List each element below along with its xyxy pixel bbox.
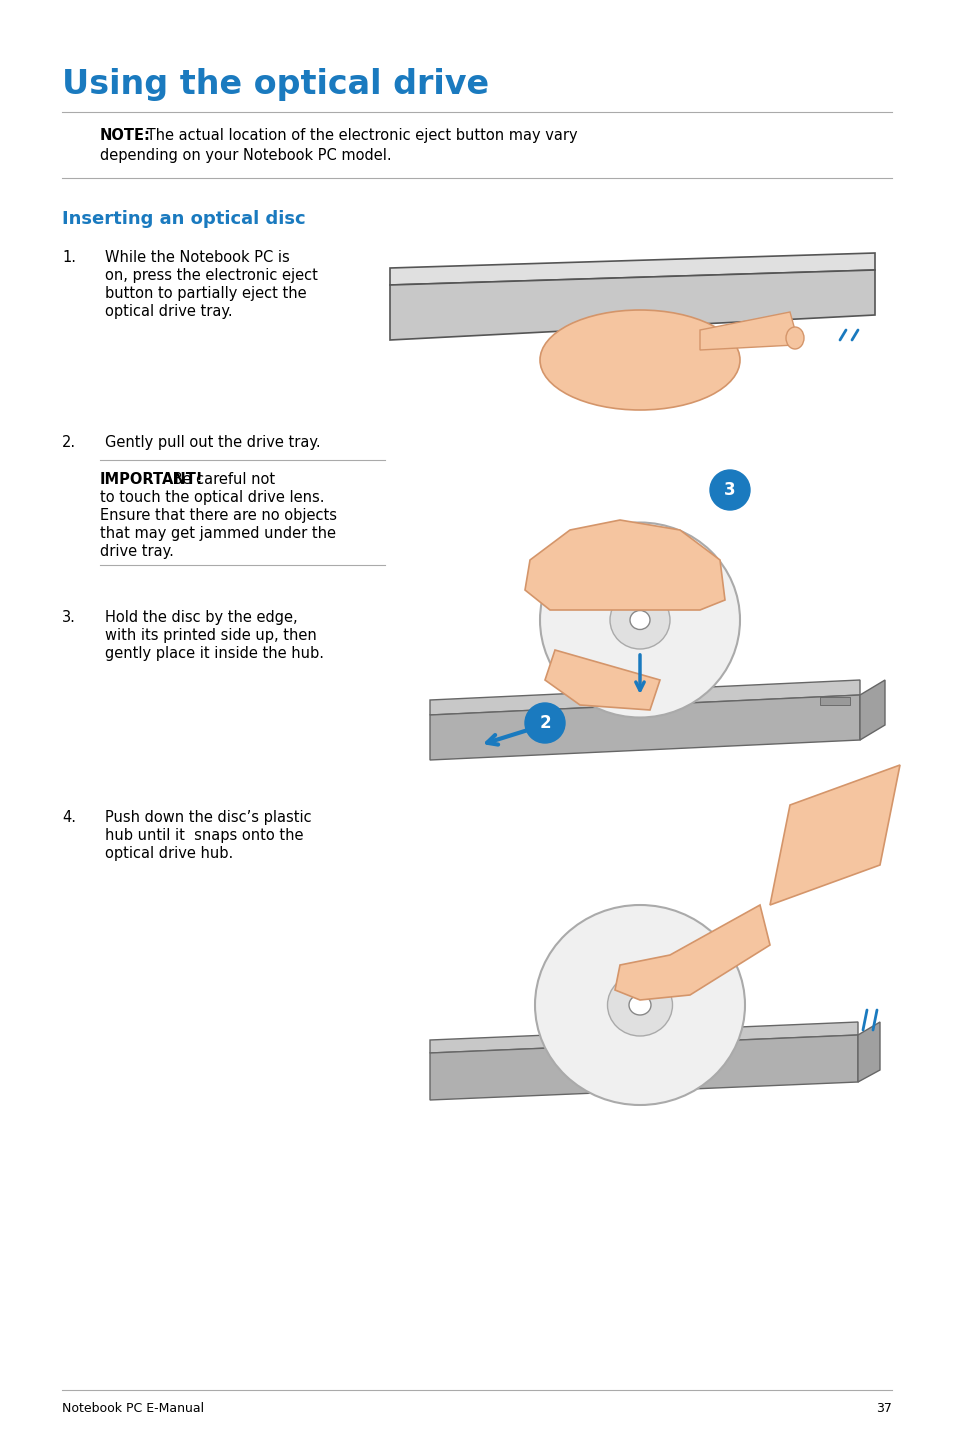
- Ellipse shape: [607, 974, 672, 1035]
- Text: drive tray.: drive tray.: [100, 544, 173, 559]
- Ellipse shape: [609, 591, 669, 649]
- Text: optical drive hub.: optical drive hub.: [105, 846, 233, 861]
- Text: Hold the disc by the edge,: Hold the disc by the edge,: [105, 610, 297, 626]
- Text: IMPORTANT!: IMPORTANT!: [100, 472, 203, 487]
- Text: Ensure that there are no objects: Ensure that there are no objects: [100, 508, 336, 523]
- Text: hub until it  snaps onto the: hub until it snaps onto the: [105, 828, 303, 843]
- Text: Notebook PC E-Manual: Notebook PC E-Manual: [62, 1402, 204, 1415]
- Text: depending on your Notebook PC model.: depending on your Notebook PC model.: [100, 148, 392, 162]
- Text: While the Notebook PC is: While the Notebook PC is: [105, 250, 290, 265]
- Polygon shape: [430, 1022, 857, 1053]
- Text: 3.: 3.: [62, 610, 76, 626]
- Ellipse shape: [629, 611, 649, 630]
- Polygon shape: [430, 680, 859, 715]
- Polygon shape: [544, 650, 659, 710]
- Text: Inserting an optical disc: Inserting an optical disc: [62, 210, 305, 229]
- Circle shape: [631, 684, 647, 700]
- Polygon shape: [857, 1022, 879, 1081]
- Polygon shape: [524, 521, 724, 610]
- Polygon shape: [615, 905, 769, 999]
- Polygon shape: [390, 253, 874, 285]
- Text: 37: 37: [875, 1402, 891, 1415]
- Text: Gently pull out the drive tray.: Gently pull out the drive tray.: [105, 436, 320, 450]
- Text: Using the optical drive: Using the optical drive: [62, 68, 489, 101]
- Text: Be careful not: Be careful not: [168, 472, 274, 487]
- Circle shape: [709, 470, 749, 510]
- Text: with its printed side up, then: with its printed side up, then: [105, 628, 316, 643]
- Polygon shape: [430, 1035, 857, 1100]
- Ellipse shape: [539, 522, 740, 718]
- FancyBboxPatch shape: [820, 697, 849, 705]
- Text: Push down the disc’s plastic: Push down the disc’s plastic: [105, 810, 312, 825]
- Text: The actual location of the electronic eject button may vary: The actual location of the electronic ej…: [142, 128, 577, 142]
- Text: gently place it inside the hub.: gently place it inside the hub.: [105, 646, 324, 661]
- Circle shape: [524, 703, 564, 743]
- Text: 3: 3: [723, 480, 735, 499]
- FancyBboxPatch shape: [784, 329, 796, 338]
- Polygon shape: [769, 765, 899, 905]
- Ellipse shape: [628, 995, 650, 1015]
- Text: NOTE:: NOTE:: [100, 128, 151, 142]
- Polygon shape: [700, 312, 794, 349]
- Ellipse shape: [785, 326, 803, 349]
- Text: 4.: 4.: [62, 810, 76, 825]
- Polygon shape: [390, 270, 874, 339]
- Text: optical drive tray.: optical drive tray.: [105, 303, 233, 319]
- Polygon shape: [430, 695, 859, 761]
- Ellipse shape: [539, 311, 740, 410]
- Text: 2.: 2.: [62, 436, 76, 450]
- Text: on, press the electronic eject: on, press the electronic eject: [105, 267, 317, 283]
- Ellipse shape: [535, 905, 744, 1104]
- Text: 2: 2: [538, 715, 550, 732]
- Polygon shape: [859, 680, 884, 741]
- Text: that may get jammed under the: that may get jammed under the: [100, 526, 335, 541]
- Text: 1.: 1.: [62, 250, 76, 265]
- Text: button to partially eject the: button to partially eject the: [105, 286, 306, 301]
- Text: to touch the optical drive lens.: to touch the optical drive lens.: [100, 490, 324, 505]
